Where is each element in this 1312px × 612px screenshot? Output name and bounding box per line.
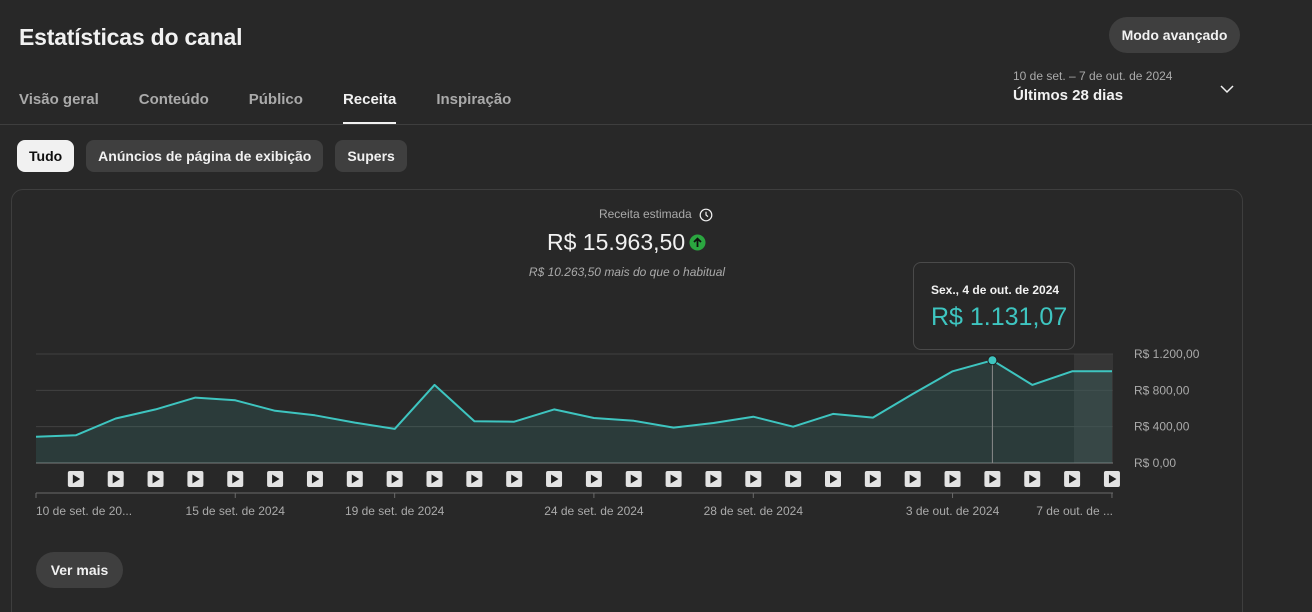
chevron-down-icon[interactable] [1219, 81, 1235, 97]
play-icon [431, 474, 439, 484]
play-icon [1108, 474, 1117, 484]
play-icon [710, 474, 718, 484]
clock-icon[interactable] [699, 208, 713, 222]
play-icon [590, 474, 599, 484]
play-icon [630, 474, 639, 484]
tab-content[interactable]: Conteúdo [138, 91, 209, 108]
tooltip-value: R$ 1.131,07 [931, 303, 1068, 331]
x-tick-label: 28 de set. de 2024 [704, 504, 804, 518]
metric-header: Receita estimada [0, 207, 1312, 222]
chip-watch-page-ads[interactable]: Anúncios de página de exibição [86, 140, 324, 172]
tab-audience[interactable]: Público [248, 91, 303, 108]
play-icon [830, 474, 838, 484]
see-more-button[interactable]: Ver mais [36, 552, 123, 588]
play-icon [112, 474, 121, 484]
play-icon [72, 474, 81, 484]
y-tick-label: R$ 400,00 [1134, 420, 1190, 434]
metric-value: R$ 15.963,50 [547, 229, 686, 255]
x-tick-label: 3 de out. de 2024 [906, 504, 1000, 518]
play-icon [790, 474, 798, 484]
tooltip-date: Sex., 4 de out. de 2024 [931, 283, 1060, 297]
date-range-label: Últimos 28 dias [1013, 87, 1124, 104]
play-icon [670, 474, 679, 484]
play-icon [232, 474, 240, 484]
play-icon [1069, 474, 1077, 484]
play-icon [152, 474, 161, 484]
y-tick-label: R$ 800,00 [1134, 383, 1190, 397]
play-icon [311, 474, 320, 484]
series-area [36, 360, 1112, 463]
play-icon [351, 474, 360, 484]
tab-overview[interactable]: Visão geral [19, 91, 99, 108]
date-range-picker[interactable]: 10 de set. – 7 de out. de 2024 Últimos 2… [1013, 69, 1235, 113]
metric-comparison: R$ 10.263,50 mais do que o habitual [528, 265, 726, 279]
play-icon [909, 474, 918, 484]
play-icon [471, 474, 479, 484]
metric-label: Receita estimada [598, 207, 692, 221]
play-icon [511, 474, 519, 484]
x-tick-label: 7 de out. de ... [1036, 504, 1113, 518]
play-icon [391, 474, 400, 484]
x-tick-label: 15 de set. de 2024 [186, 504, 286, 518]
x-tick-label: 19 de set. de 2024 [345, 504, 445, 518]
x-tick-label: 10 de set. de 20... [36, 504, 132, 518]
x-tick-label: 24 de set. de 2024 [544, 504, 644, 518]
header-divider [0, 124, 1312, 125]
date-range-text: 10 de set. – 7 de out. de 2024 [1013, 69, 1173, 83]
tab-inspiration[interactable]: Inspiração [436, 91, 512, 108]
play-icon [949, 474, 958, 484]
tab-bar: Visão geral Conteúdo Público Receita Ins… [19, 80, 551, 124]
arrow-up-icon [689, 234, 706, 251]
chip-supers[interactable]: Supers [335, 140, 407, 172]
play-icon [551, 474, 559, 484]
y-tick-label: R$ 1.200,00 [1134, 347, 1200, 361]
play-icon [1029, 474, 1037, 484]
revenue-card [11, 189, 1243, 612]
play-icon [750, 474, 758, 484]
series-line [35, 359, 1112, 438]
chip-all[interactable]: Tudo [17, 140, 75, 172]
chart-tooltip: Sex., 4 de out. de 2024 R$ 1.131,07 [913, 262, 1075, 350]
tab-revenue[interactable]: Receita [342, 80, 397, 124]
play-icon [192, 474, 200, 484]
advanced-mode-button[interactable]: Modo avançado [1109, 17, 1240, 53]
data-point-highlight [987, 355, 998, 366]
page-title: Estatísticas do canal [19, 24, 243, 50]
play-icon [272, 474, 280, 484]
y-tick-label: R$ 0,00 [1134, 456, 1176, 470]
revenue-filter-chips: Tudo Anúncios de página de exibição Supe… [17, 140, 419, 172]
play-icon [989, 474, 997, 484]
play-icon [869, 474, 878, 484]
